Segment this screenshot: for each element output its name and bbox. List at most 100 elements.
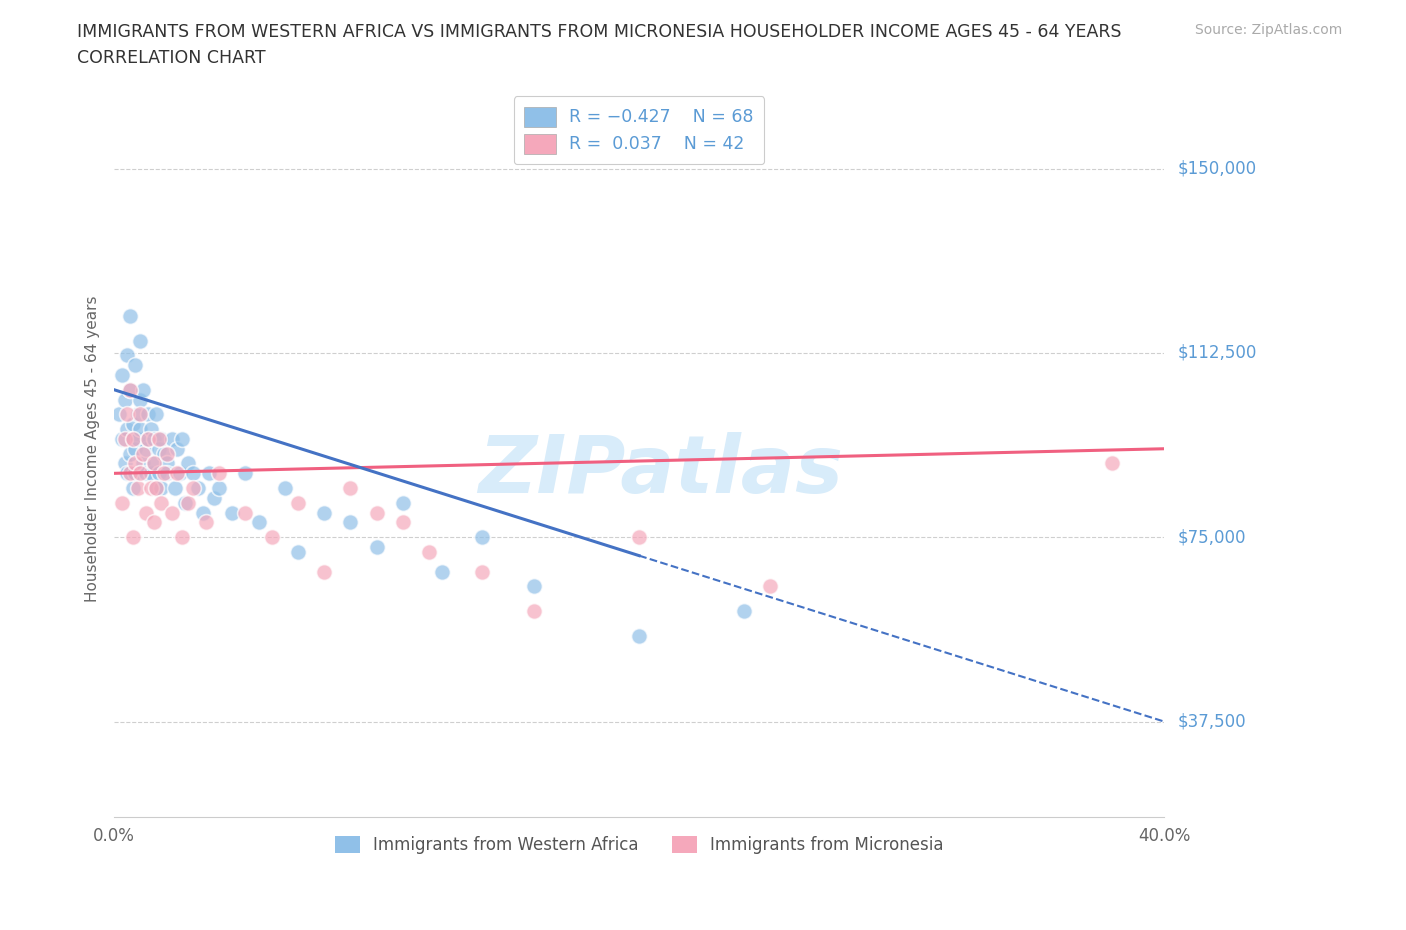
Point xyxy=(145,407,167,422)
Point xyxy=(260,530,283,545)
Point xyxy=(142,456,165,471)
Point xyxy=(176,496,198,511)
Point xyxy=(471,565,494,579)
Point xyxy=(628,530,651,545)
Point xyxy=(166,442,188,457)
Point xyxy=(117,421,139,436)
Point xyxy=(1101,456,1123,471)
Point xyxy=(172,432,194,446)
Point xyxy=(195,515,218,530)
Point xyxy=(523,604,546,618)
Point xyxy=(117,407,139,422)
Point xyxy=(121,432,143,446)
Point xyxy=(181,466,204,481)
Point xyxy=(129,407,152,422)
Point xyxy=(145,481,167,496)
Point xyxy=(135,442,157,457)
Text: $150,000: $150,000 xyxy=(1178,160,1257,178)
Text: ZIPatlas: ZIPatlas xyxy=(478,432,842,510)
Point xyxy=(108,407,131,422)
Point xyxy=(124,466,146,481)
Point xyxy=(187,481,209,496)
Point xyxy=(221,505,243,520)
Point xyxy=(150,432,173,446)
Point xyxy=(142,515,165,530)
Point xyxy=(114,456,136,471)
Point xyxy=(139,481,162,496)
Point xyxy=(129,421,152,436)
Point xyxy=(121,530,143,545)
Point xyxy=(129,466,152,481)
Point xyxy=(153,466,176,481)
Point xyxy=(117,466,139,481)
Point xyxy=(114,432,136,446)
Point xyxy=(139,421,162,436)
Point xyxy=(181,481,204,496)
Point xyxy=(145,481,167,496)
Point xyxy=(124,358,146,373)
Point xyxy=(202,490,225,505)
Point xyxy=(208,466,231,481)
Point xyxy=(117,348,139,363)
Point xyxy=(287,496,309,511)
Point xyxy=(121,432,143,446)
Point xyxy=(247,515,270,530)
Point xyxy=(136,407,159,422)
Point xyxy=(392,496,415,511)
Point xyxy=(339,515,361,530)
Point xyxy=(366,505,388,520)
Y-axis label: Householder Income Ages 45 - 64 years: Householder Income Ages 45 - 64 years xyxy=(86,296,100,602)
Point xyxy=(132,382,155,397)
Point xyxy=(523,579,546,594)
Point xyxy=(127,407,149,422)
Point xyxy=(127,481,149,496)
Point xyxy=(129,333,152,348)
Point xyxy=(118,446,141,461)
Point xyxy=(121,481,143,496)
Point xyxy=(314,505,336,520)
Text: $75,000: $75,000 xyxy=(1178,528,1247,546)
Point xyxy=(733,604,755,618)
Point xyxy=(114,392,136,407)
Point xyxy=(208,481,231,496)
Point xyxy=(432,565,454,579)
Point xyxy=(156,456,179,471)
Point xyxy=(274,481,297,496)
Point xyxy=(118,309,141,324)
Point xyxy=(148,442,170,457)
Point xyxy=(169,466,191,481)
Point xyxy=(759,579,782,594)
Point xyxy=(111,367,134,382)
Legend: Immigrants from Western Africa, Immigrants from Micronesia: Immigrants from Western Africa, Immigran… xyxy=(328,830,950,860)
Point xyxy=(132,446,155,461)
Point xyxy=(235,466,257,481)
Point xyxy=(139,466,162,481)
Point xyxy=(142,456,165,471)
Point xyxy=(314,565,336,579)
Point xyxy=(418,545,440,560)
Point xyxy=(160,505,183,520)
Point xyxy=(142,432,165,446)
Text: $37,500: $37,500 xyxy=(1178,712,1247,731)
Point xyxy=(132,456,155,471)
Point xyxy=(287,545,309,560)
Point xyxy=(127,432,149,446)
Point xyxy=(136,432,159,446)
Point xyxy=(160,432,183,446)
Point xyxy=(153,446,176,461)
Point xyxy=(111,432,134,446)
Point xyxy=(339,481,361,496)
Point xyxy=(176,456,198,471)
Point xyxy=(471,530,494,545)
Point xyxy=(124,442,146,457)
Point xyxy=(111,496,134,511)
Text: Source: ZipAtlas.com: Source: ZipAtlas.com xyxy=(1195,23,1343,37)
Point xyxy=(150,496,173,511)
Point xyxy=(366,539,388,554)
Point xyxy=(628,628,651,643)
Point xyxy=(136,432,159,446)
Point xyxy=(118,382,141,397)
Point xyxy=(135,505,157,520)
Point xyxy=(118,466,141,481)
Point xyxy=(121,417,143,432)
